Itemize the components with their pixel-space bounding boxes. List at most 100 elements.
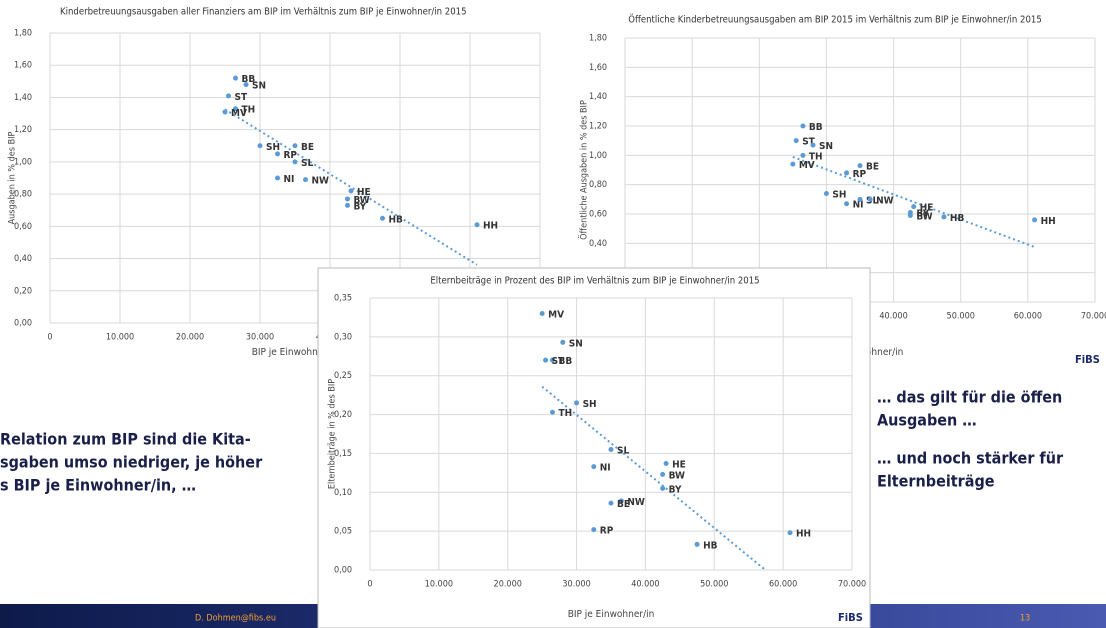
point-label: BY <box>916 209 929 220</box>
point-label: BE <box>617 499 630 510</box>
point-label: ST <box>552 356 565 367</box>
data-point <box>911 204 917 210</box>
data-point <box>345 196 350 202</box>
logo: FiBS <box>838 611 863 624</box>
y-tick-label: 0,00 <box>334 566 352 576</box>
y-tick-label: 1,80 <box>589 34 607 44</box>
point-label: NW <box>627 497 645 508</box>
x-tick-label: 70.000 <box>838 580 866 590</box>
point-label: SN <box>252 81 266 92</box>
data-point <box>660 471 666 477</box>
y-tick-label: 1,60 <box>589 63 607 73</box>
point-label: BW <box>916 211 932 222</box>
point-label: HH <box>796 529 811 540</box>
y-tick-label: 0,20 <box>334 410 352 420</box>
y-tick-label: 0,15 <box>334 449 352 459</box>
point-label: TH <box>809 151 823 162</box>
x-tick-label: 40.000 <box>879 312 907 322</box>
chart-title: Öffentliche Kinderbetreuungsausgaben am … <box>628 15 1042 26</box>
point-label: HH <box>1041 216 1056 227</box>
data-point <box>226 93 231 99</box>
y-tick-label: 0,60 <box>589 210 607 220</box>
data-point <box>608 447 614 453</box>
y-tick-label: 0,60 <box>14 222 32 232</box>
point-label: SH <box>266 142 280 153</box>
point-label: BB <box>558 356 572 367</box>
body-text: … das gilt für die öffen <box>877 388 1062 407</box>
data-point <box>800 123 806 129</box>
data-point <box>345 202 350 208</box>
data-point <box>233 106 238 112</box>
x-tick-label: 0 <box>367 580 372 590</box>
point-label: BW <box>354 195 370 206</box>
y-tick-label: 1,60 <box>14 61 32 71</box>
point-label: HE <box>920 203 934 214</box>
point-label: SN <box>819 141 833 152</box>
data-point <box>380 215 385 221</box>
data-point <box>243 82 249 88</box>
page-number: 13 <box>1020 614 1030 624</box>
y-tick-label: 0,10 <box>334 488 352 498</box>
x-tick-label: 60.000 <box>769 580 797 590</box>
body-text: Relation zum BIP sind die Kita- <box>0 430 251 449</box>
chart-panel: Elternbeiträge in Prozent des BIP im Ver… <box>317 267 871 628</box>
data-point <box>292 143 298 149</box>
y-axis-label: Ausgaben in % des BIP <box>8 131 18 224</box>
data-point <box>303 177 308 183</box>
point-label: SL <box>617 446 629 457</box>
point-label: TH <box>242 105 256 116</box>
data-point <box>857 163 863 169</box>
data-point <box>844 201 850 207</box>
point-label: HH <box>483 221 498 232</box>
point-label: BB <box>809 122 823 133</box>
point-label: SH <box>832 189 846 200</box>
x-axis-label: BIP je Einwohner/in <box>568 609 655 620</box>
y-tick-label: 1,40 <box>589 92 607 102</box>
data-point <box>823 190 829 196</box>
point-label: ST <box>802 137 815 148</box>
y-tick-label: 0,30 <box>334 332 352 342</box>
point-label: NI <box>284 174 295 185</box>
data-point <box>660 485 666 491</box>
x-tick-label: 20.000 <box>176 333 204 343</box>
y-tick-label: 0,05 <box>334 527 352 537</box>
data-point <box>574 400 580 406</box>
y-axis-label: Elternbeiträge in % des BIP <box>328 379 338 489</box>
point-label: BE <box>866 162 879 173</box>
data-point <box>539 311 545 317</box>
point-label: TH <box>558 408 572 419</box>
y-tick-label: 0,20 <box>14 286 32 296</box>
data-point <box>543 357 549 363</box>
x-tick-label: 10.000 <box>425 580 453 590</box>
point-label: SL <box>301 158 313 169</box>
y-tick-label: 1,00 <box>14 157 32 167</box>
point-label: NW <box>876 195 894 206</box>
body-text: … und noch stärker für <box>877 449 1064 468</box>
chart-title: Kinderbetreuungsausgaben aller Finanzier… <box>60 7 467 18</box>
point-label: BE <box>301 142 314 153</box>
data-point <box>867 196 873 202</box>
data-point <box>1032 217 1038 223</box>
point-label: MV <box>799 160 815 171</box>
logo: FiBS <box>1075 353 1100 366</box>
point-label: SH <box>583 399 597 410</box>
body-text: Elternbeiträge <box>877 472 995 491</box>
point-label: HE <box>672 460 686 471</box>
data-point <box>257 143 263 149</box>
y-tick-label: 1,80 <box>14 29 32 39</box>
x-axis-label: BIP je Einwohner/in <box>252 347 339 358</box>
panel-background <box>317 267 871 628</box>
x-tick-label: 10.000 <box>106 333 134 343</box>
data-point <box>275 151 280 157</box>
x-tick-label: 30.000 <box>562 580 590 590</box>
data-point <box>560 339 566 345</box>
trendline <box>541 385 767 571</box>
y-tick-label: 1,40 <box>14 93 32 103</box>
data-point <box>790 161 796 167</box>
y-tick-label: 0,35 <box>334 294 352 304</box>
data-point <box>591 527 597 533</box>
y-tick-label: 0,00 <box>14 319 32 329</box>
data-point <box>663 461 669 467</box>
